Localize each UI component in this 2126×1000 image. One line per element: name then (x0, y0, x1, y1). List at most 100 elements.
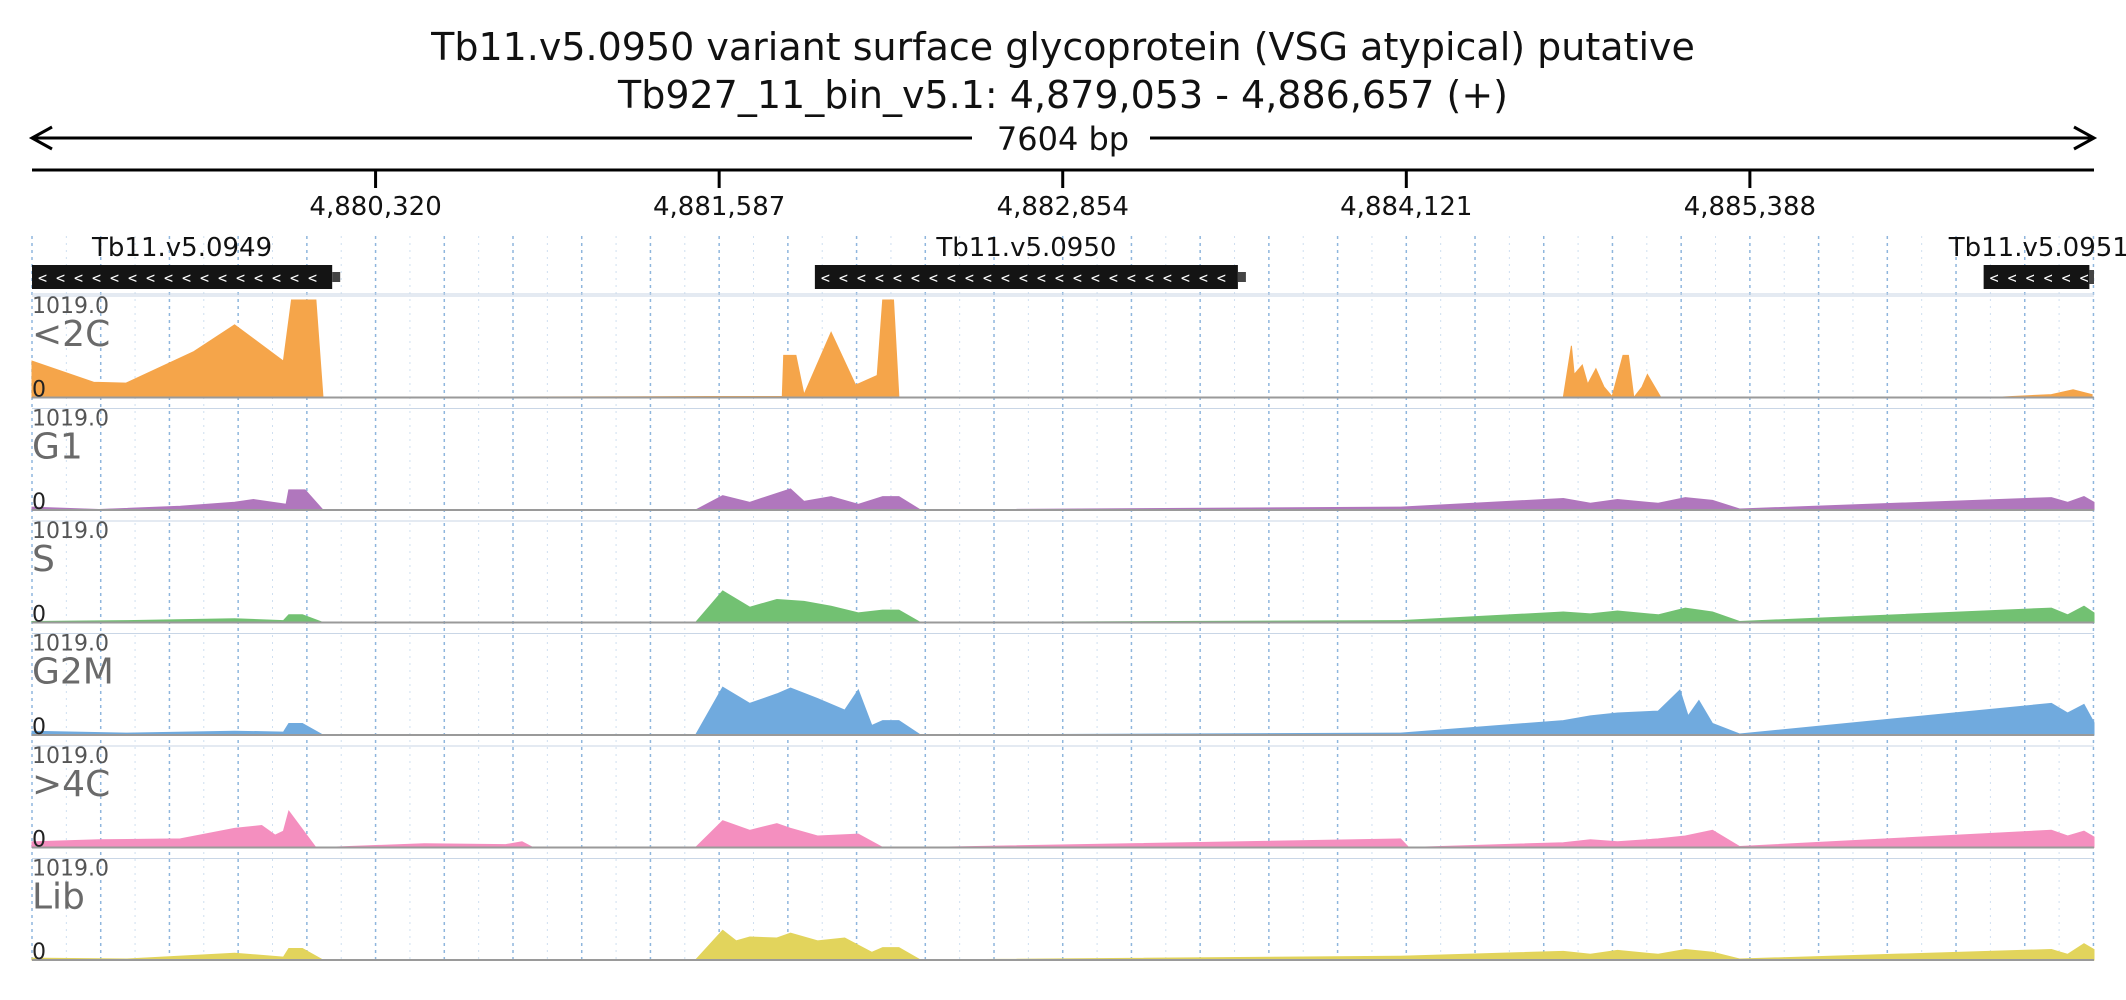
track-name: G2M (32, 652, 114, 693)
track-min-label: 0 (32, 828, 46, 853)
strand-chevron: < (2008, 269, 2017, 287)
track-min-label: 0 (32, 378, 46, 403)
strand-chevron: < (1037, 269, 1046, 287)
track-min-label: 0 (32, 940, 46, 965)
tick-label: 4,881,587 (653, 192, 785, 222)
coverage-tracks: 1019.0<2C01019.0G101019.0S01019.0G2M0101… (31, 294, 2095, 965)
gene-body (32, 265, 333, 289)
coordinate-axis: 4,880,320 4,881,587 4,882,854 4,884,121 4,88… (32, 168, 2094, 222)
gene-label: Tb11.v5.0949 (91, 233, 272, 263)
strand-chevron: < (1127, 269, 1136, 287)
strand-chevron: < (1199, 269, 1208, 287)
track-name: G1 (32, 427, 83, 468)
span-label: 7604 bp (997, 120, 1129, 158)
strand-chevron: < (74, 269, 83, 287)
track-min-label: 0 (32, 490, 46, 515)
strand-chevron: < (1217, 269, 1226, 287)
strand-chevron: < (965, 269, 974, 287)
gene-label: Tb11.v5.0950 (935, 233, 1116, 263)
track-2: 1019.0S 0 (31, 519, 2095, 628)
coverage-area (31, 929, 2095, 961)
strand-chevron: < (1990, 269, 1999, 287)
gene-track: < < < < < < < < < < < < < < < <Tb11.v5.0949< < < < < < < < < < < <… (32, 233, 2126, 295)
axis-ticks: 4,880,320 4,881,587 4,882,854 4,884,121 4,88… (309, 170, 1816, 222)
coverage-area (31, 686, 2095, 736)
strand-chevron: < (272, 269, 281, 287)
gene-feature[interactable]: < < < < < < Tb11.v5.0951 (1948, 233, 2126, 289)
strand-chevron: < (983, 269, 992, 287)
strand-chevron: < (947, 269, 956, 287)
strand-chevron: < (2044, 269, 2053, 287)
tick-label: 4,882,854 (997, 192, 1129, 222)
track-max-label: 1019.0 (32, 632, 109, 657)
gene-end-cap (332, 272, 341, 282)
span-arrow-right (2073, 125, 2098, 151)
span-arrow-left (28, 125, 53, 151)
track-min-label: 0 (32, 715, 46, 740)
strand-chevron: < (236, 269, 245, 287)
strand-chevron: < (56, 269, 65, 287)
strand-chevron: < (893, 269, 902, 287)
strand-chevron: < (110, 269, 119, 287)
strand-chevron: < (1181, 269, 1190, 287)
gene-body (814, 265, 1238, 289)
coverage-area (31, 488, 2095, 511)
tick-label: 4,880,320 (309, 192, 441, 222)
strand-chevron: < (1073, 269, 1082, 287)
gene-utr (2089, 270, 2094, 284)
tick-label: 4,885,388 (1684, 192, 1816, 222)
track-1: 1019.0G1 0 (31, 407, 2095, 515)
strand-chevron: < (128, 269, 137, 287)
track-name: S (32, 539, 55, 580)
track-max-label: 1019.0 (32, 744, 109, 769)
strand-chevron: < (875, 269, 884, 287)
strand-chevron: < (2062, 269, 2071, 287)
strand-chevron: < (200, 269, 209, 287)
gene-feature[interactable]: < < < < < < < < < < < < < < < <Tb11.v5.0949 (32, 233, 341, 289)
track-max-label: 1019.0 (32, 519, 109, 544)
strand-chevron: < (1091, 269, 1100, 287)
coverage-area (31, 590, 2095, 624)
strand-chevron: < (290, 269, 299, 287)
track-name: <2C (32, 314, 110, 355)
span-ruler: 7604 bp (28, 120, 2098, 158)
strand-chevron: < (308, 269, 317, 287)
strand-chevron: < (929, 269, 938, 287)
coverage-area (31, 809, 2095, 849)
track-max-label: 1019.0 (32, 857, 109, 882)
chart-subtitle: Tb927_11_bin_v5.1: 4,879,053 - 4,886,657… (617, 73, 1508, 117)
track-max-label: 1019.0 (32, 407, 109, 432)
track-0: 1019.0<2C 0 (31, 294, 2094, 403)
gene-end-cap (1237, 272, 1246, 282)
strand-chevron: < (1163, 269, 1172, 287)
strand-chevron: < (1109, 269, 1118, 287)
strand-chevron: < (182, 269, 191, 287)
strand-chevron: < (2080, 269, 2089, 287)
strand-chevron: < (1055, 269, 1064, 287)
track-max-label: 1019.0 (32, 294, 109, 319)
strand-chevron: < (218, 269, 227, 287)
track-min-label: 0 (32, 603, 46, 628)
strand-chevron: < (254, 269, 263, 287)
tick-label: 4,884,121 (1340, 192, 1472, 222)
strand-chevron: < (164, 269, 173, 287)
strand-chevron: < (857, 269, 866, 287)
chart-title: Tb11.v5.0950 variant surface glycoprotei… (430, 25, 1695, 69)
strand-chevron: < (92, 269, 101, 287)
track-name: >4C (32, 764, 110, 805)
gene-feature[interactable]: < < < < < < < < < < < < < < < < < < < < < < < Tb11.v5.0950 (814, 233, 1246, 289)
strand-chevron: < (2026, 269, 2035, 287)
strand-chevron: < (146, 269, 155, 287)
track-name: Lib (32, 877, 85, 918)
strand-chevron: < (1001, 269, 1010, 287)
strand-chevron: < (1019, 269, 1028, 287)
gene-label: Tb11.v5.0951 (1948, 233, 2126, 263)
strand-chevron: < (1145, 269, 1154, 287)
strand-chevron: < (839, 269, 848, 287)
gene-body (1983, 265, 2090, 289)
track-4: 1019.0>4C 0 (31, 744, 2095, 853)
gridlines (31, 236, 2095, 962)
